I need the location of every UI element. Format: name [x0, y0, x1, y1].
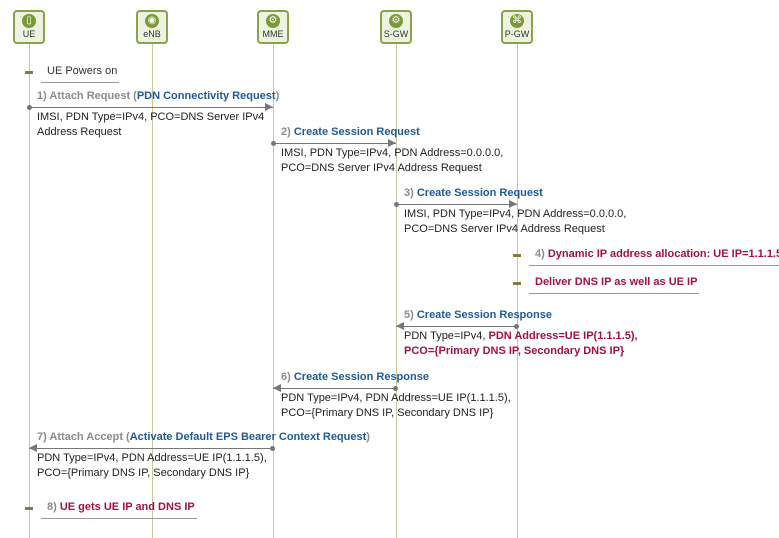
participant-label: P-GW — [504, 29, 530, 39]
arrow-origin-dot — [271, 141, 276, 146]
arrow-head-icon — [265, 103, 273, 111]
note-marker — [513, 282, 521, 285]
message-arrow — [273, 384, 398, 392]
message-parameters: PCO=DNS Server IPv4 Address Request — [281, 162, 482, 174]
arrow-origin-dot — [393, 386, 398, 391]
message-parameters: PCO=DNS Server IPv4 Address Request — [404, 223, 605, 235]
note-underline — [41, 518, 197, 519]
note-label: UE Powers on — [47, 65, 117, 77]
message-parameters: Address Request — [37, 126, 122, 138]
label-segment: Deliver DNS IP as well as UE IP — [535, 276, 698, 288]
participant-ue: ▯ UE — [13, 10, 45, 44]
message-label: 6) Create Session Response — [281, 371, 429, 383]
arrow-origin-dot — [394, 202, 399, 207]
label-segment: 7) Attach Accept ( — [37, 431, 130, 443]
label-segment: 6) — [281, 371, 294, 383]
label-segment: ) — [275, 90, 280, 102]
participant-enb: ◉ eNB — [136, 10, 168, 44]
participant-label: eNB — [143, 29, 161, 39]
message-parameters: IMSI, PDN Type=IPv4, PDN Address=0.0.0.0… — [281, 147, 504, 159]
participant-p-gw: ⌘ P-GW — [501, 10, 533, 44]
network-node-icon: ⌘ — [510, 14, 524, 28]
participant-label: UE — [22, 29, 36, 39]
arrow-head-icon — [273, 384, 281, 392]
label-segment: 1) Attach Request ( — [37, 90, 137, 102]
participant-label: S-GW — [383, 29, 409, 39]
label-segment: UE gets UE IP and DNS IP — [59, 501, 195, 513]
note-marker — [513, 254, 521, 257]
arrow-origin-dot — [514, 324, 519, 329]
note-label: 4) Dynamic IP address allocation: UE IP=… — [535, 248, 779, 260]
parameter-segment: PCO={Primary DNS IP, Secondary DNS IP} — [404, 345, 625, 357]
note-label: 8) UE gets UE IP and DNS IP — [47, 501, 195, 513]
participant-s-gw: ⚙ S-GW — [380, 10, 412, 44]
message-label: 3) Create Session Request — [404, 187, 543, 199]
message-parameters: PDN Type=IPv4, PDN Address=UE IP(1.1.1.5… — [404, 329, 638, 344]
label-segment: 5) — [404, 309, 417, 321]
note-underline — [41, 82, 119, 83]
lifeline-s-gw — [396, 44, 397, 538]
participant-mme: ⚙ MME — [257, 10, 289, 44]
label-segment: 3) — [404, 187, 417, 199]
message-arrow — [27, 103, 273, 111]
gear-signal-icon: ⚙ — [389, 14, 403, 28]
gear-icon: ⚙ — [266, 14, 280, 28]
message-arrow — [29, 444, 275, 452]
message-arrow — [394, 200, 517, 208]
message-parameters: PCO={Primary DNS IP, Secondary DNS IP} — [404, 344, 624, 359]
label-segment: UE Powers on — [47, 65, 118, 77]
label-segment: ) — [366, 431, 370, 443]
message-arrow — [271, 139, 396, 147]
participant-label: MME — [262, 29, 284, 39]
label-segment: PDN Connectivity Request — [136, 90, 276, 102]
label-segment: Create Session Request — [293, 126, 420, 138]
parameter-segment: PDN Address=UE IP(1.1.1.5), — [488, 330, 638, 342]
arrow-origin-dot — [270, 446, 275, 451]
note-label: Deliver DNS IP as well as UE IP — [535, 276, 697, 288]
lifeline-ue — [29, 44, 30, 538]
parameter-segment: PDN Type=IPv4, — [404, 330, 489, 342]
label-segment: Dynamic IP address allocation: UE IP=1.1… — [547, 248, 779, 260]
note-underline — [529, 265, 779, 266]
antenna-icon: ◉ — [145, 14, 159, 28]
label-segment: 8) — [47, 501, 60, 513]
label-segment: Create Session Response — [293, 371, 429, 383]
label-segment: Activate Default EPS Bearer Context Requ… — [129, 431, 367, 443]
label-segment: 4) — [535, 248, 548, 260]
label-segment: Create Session Response — [416, 309, 552, 321]
message-parameters: PCO={Primary DNS IP, Secondary DNS IP} — [281, 407, 494, 419]
message-parameters: PCO={Primary DNS IP, Secondary DNS IP} — [37, 467, 250, 479]
message-label: 5) Create Session Response — [404, 309, 552, 321]
message-arrow — [396, 322, 519, 330]
message-parameters: IMSI, PDN Type=IPv4, PDN Address=0.0.0.0… — [404, 208, 627, 220]
mobile-phone-icon: ▯ — [22, 14, 36, 28]
lifeline-p-gw — [517, 44, 518, 538]
label-segment: 2) — [281, 126, 294, 138]
message-parameters: PDN Type=IPv4, PDN Address=UE IP(1.1.1.5… — [281, 392, 511, 404]
note-underline — [529, 293, 699, 294]
message-parameters: PDN Type=IPv4, PDN Address=UE IP(1.1.1.5… — [37, 452, 267, 464]
arrow-head-icon — [388, 139, 396, 147]
arrow-head-icon — [29, 444, 37, 452]
message-label: 1) Attach Request (PDN Connectivity Requ… — [37, 90, 279, 102]
note-marker — [25, 507, 33, 510]
arrow-origin-dot — [27, 105, 32, 110]
message-label: 2) Create Session Request — [281, 126, 420, 138]
label-segment: Create Session Request — [416, 187, 543, 199]
lifeline-enb — [152, 44, 153, 538]
message-label: 7) Attach Accept (Activate Default EPS B… — [37, 431, 370, 443]
note-marker — [25, 71, 33, 74]
arrow-head-icon — [509, 200, 517, 208]
arrow-head-icon — [396, 322, 404, 330]
message-parameters: IMSI, PDN Type=IPv4, PCO=DNS Server IPv4 — [37, 111, 265, 123]
lifeline-mme — [273, 44, 274, 538]
